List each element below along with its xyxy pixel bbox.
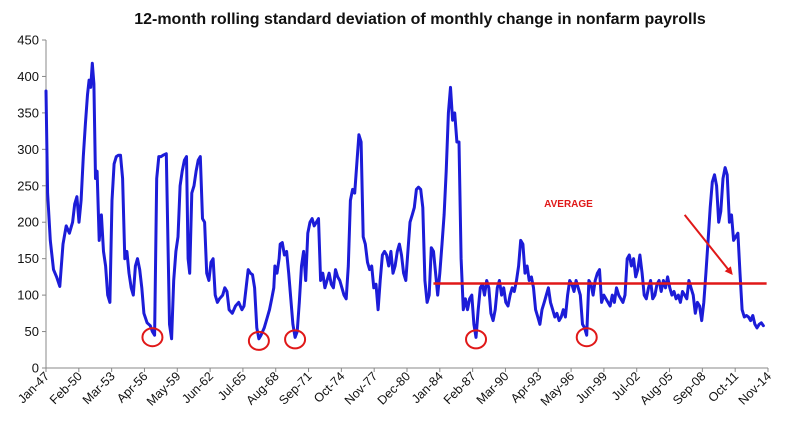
series-line bbox=[44, 61, 765, 341]
x-tick-label: Jun-99 bbox=[573, 369, 610, 406]
y-tick-label: 150 bbox=[17, 251, 39, 266]
series-layer bbox=[44, 61, 765, 341]
highlight-circle bbox=[284, 329, 307, 350]
x-tick-label: May-96 bbox=[538, 369, 577, 408]
x-tick-label: Aug-05 bbox=[637, 369, 675, 407]
x-tick-label: Aug-68 bbox=[243, 369, 281, 407]
y-tick-label: 400 bbox=[17, 69, 39, 84]
y-tick-label: 50 bbox=[25, 324, 39, 339]
x-tick-label: Sep-71 bbox=[276, 369, 314, 407]
y-tick-label: 350 bbox=[17, 105, 39, 120]
x-tick-label: Nov-77 bbox=[342, 369, 380, 407]
x-axis-ticks: Jan-47Feb-50Mar-53Apr-56May-59Jun-62Jul-… bbox=[15, 368, 774, 409]
x-tick-label: Sep-08 bbox=[670, 369, 708, 407]
highlight-circle bbox=[575, 327, 598, 348]
x-tick-label: Mar-90 bbox=[474, 369, 512, 407]
x-tick-label: Nov-14 bbox=[736, 369, 774, 407]
x-tick-label: Jan-84 bbox=[409, 369, 446, 406]
highlight-circle bbox=[141, 327, 164, 348]
highlight-circle bbox=[465, 329, 488, 350]
average-annotation-label: AVERAGE bbox=[544, 199, 593, 210]
y-axis-ticks: 0 50 100 150 200 250 300 350 400 450 bbox=[17, 33, 46, 376]
x-tick-label: Jun-62 bbox=[179, 369, 216, 406]
x-tick-label: Oct-11 bbox=[706, 369, 742, 405]
average-annotation-arrow bbox=[683, 214, 733, 276]
annotation-layer: AVERAGE bbox=[544, 199, 733, 276]
x-tick-label: Mar-53 bbox=[80, 369, 118, 407]
chart-title: 12-month rolling standard deviation of m… bbox=[134, 11, 706, 28]
highlight-circle bbox=[247, 330, 270, 351]
highlight-circles bbox=[141, 327, 598, 351]
x-tick-label: Oct-74 bbox=[311, 369, 347, 405]
y-tick-label: 300 bbox=[17, 142, 39, 157]
x-tick-label: Dec-80 bbox=[375, 369, 413, 407]
y-tick-label: 100 bbox=[17, 288, 39, 303]
x-tick-label: Feb-87 bbox=[441, 369, 479, 407]
y-tick-label: 200 bbox=[17, 215, 39, 230]
y-tick-label: 250 bbox=[17, 178, 39, 193]
x-tick-label: May-59 bbox=[144, 369, 183, 408]
x-tick-label: Feb-50 bbox=[47, 369, 85, 407]
y-tick-label: 0 bbox=[32, 361, 39, 376]
y-tick-label: 450 bbox=[17, 33, 39, 48]
